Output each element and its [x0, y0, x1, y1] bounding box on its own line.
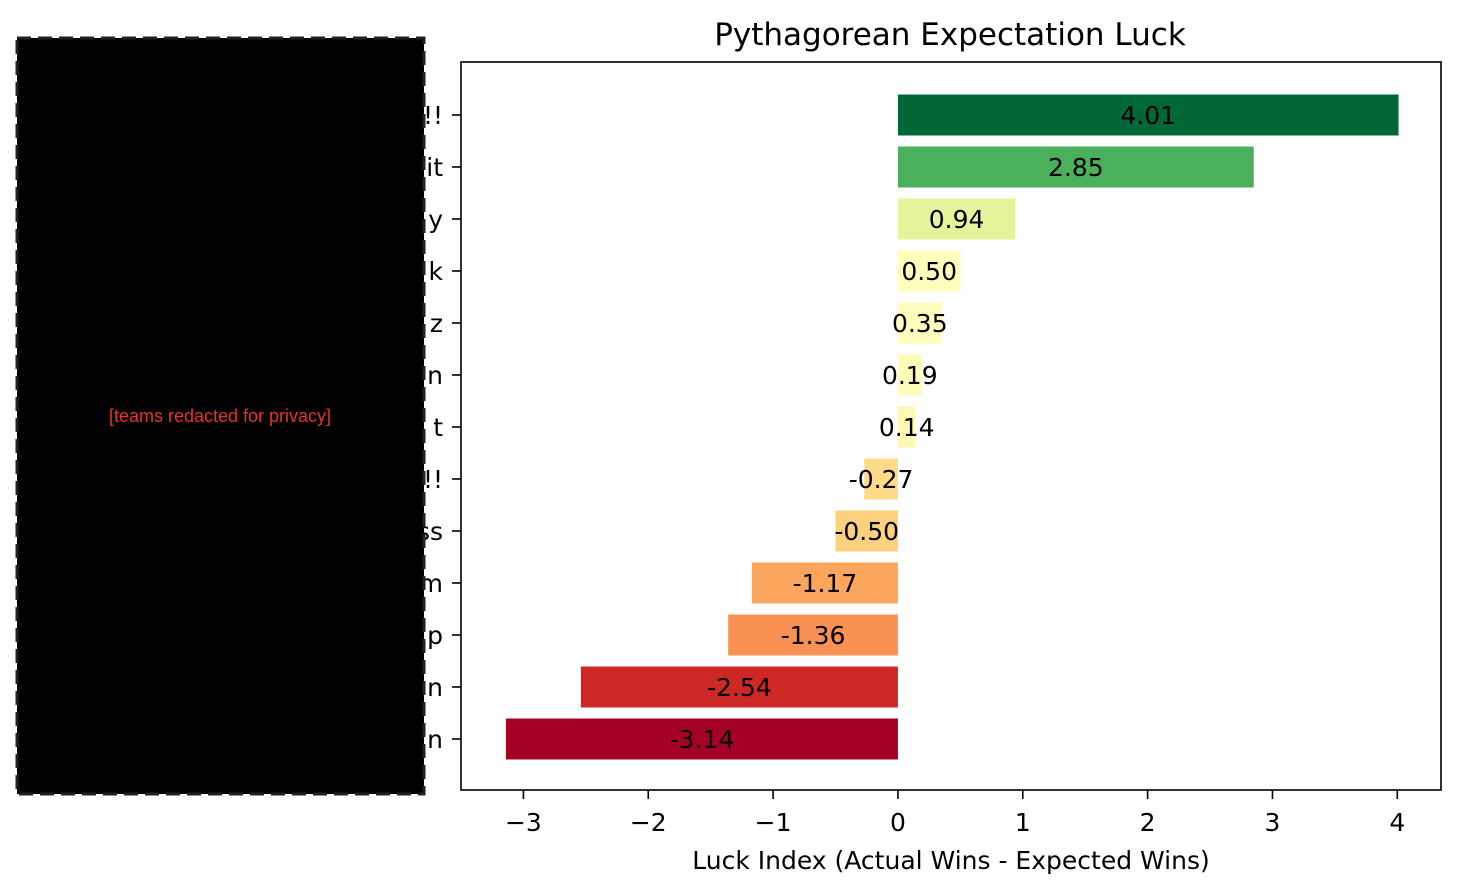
bar-value-label: -3.14: [670, 725, 735, 754]
y-tick-label: !!: [423, 465, 443, 494]
bar-value-label: -0.50: [834, 517, 899, 546]
y-tick-label: p: [427, 621, 443, 650]
x-tick-label: −1: [755, 808, 792, 837]
x-axis: −3 −2 −1 0 1 2 3 4: [505, 790, 1405, 837]
bar: [897, 198, 1016, 240]
x-tick-label: 4: [1389, 808, 1405, 837]
bar-value-label: 2.85: [1048, 153, 1104, 182]
bar-value-label: -1.36: [781, 621, 846, 650]
bar: [580, 666, 898, 708]
bar-value-label: 0.50: [901, 257, 957, 286]
x-tick-label: 0: [890, 808, 906, 837]
bar: [835, 510, 898, 552]
y-tick-label: !!: [423, 101, 443, 130]
bar: [897, 250, 961, 292]
y-tick-label: n: [427, 673, 443, 702]
bar-value-label: 4.01: [1120, 101, 1176, 130]
bar: [505, 718, 898, 760]
bar: [897, 94, 1399, 136]
x-axis-label: Luck Index (Actual Wins - Expected Wins): [692, 846, 1210, 875]
bar-value-label: -2.54: [707, 673, 772, 702]
bar: [864, 458, 898, 500]
x-tick-label: 2: [1140, 808, 1156, 837]
y-tick-label: z: [430, 309, 443, 338]
x-tick-label: −3: [505, 808, 542, 837]
bars: 4.01 2.85 0.94 0.50 0.35 0.19 0.14 -0.27 -0.50 -1…: [505, 94, 1399, 760]
bar: [897, 406, 916, 448]
plot-frame: [460, 61, 1442, 791]
bar: [897, 354, 922, 396]
y-tick-label: k: [429, 257, 444, 286]
x-tick-label: 3: [1265, 808, 1281, 837]
redaction-rect: [15, 36, 426, 796]
bar-value-label: 0.14: [879, 413, 935, 442]
bar-value-label: 0.19: [882, 361, 938, 390]
y-tick-label: y: [428, 205, 443, 234]
bar-value-label: 0.35: [892, 309, 948, 338]
bar: [897, 302, 942, 344]
y-tick-label: it: [426, 153, 443, 182]
bar: [751, 562, 898, 604]
y-tick-label: n: [427, 361, 443, 390]
bar-value-label: -0.27: [849, 465, 914, 494]
bar-value-label: 0.94: [929, 205, 985, 234]
x-tick-label: −2: [630, 808, 667, 837]
redaction-text: [teams redacted for privacy]: [109, 406, 331, 426]
redaction-box: [teams redacted for privacy]: [15, 36, 426, 796]
bar: [728, 614, 898, 656]
y-tick-label: n: [427, 725, 443, 754]
x-tick-label: 1: [1015, 808, 1031, 837]
bar: [897, 146, 1254, 188]
chart-title: Pythagorean Expectation Luck: [714, 17, 1186, 53]
bar-value-label: -1.17: [793, 569, 858, 598]
y-tick-label: t: [433, 413, 443, 442]
